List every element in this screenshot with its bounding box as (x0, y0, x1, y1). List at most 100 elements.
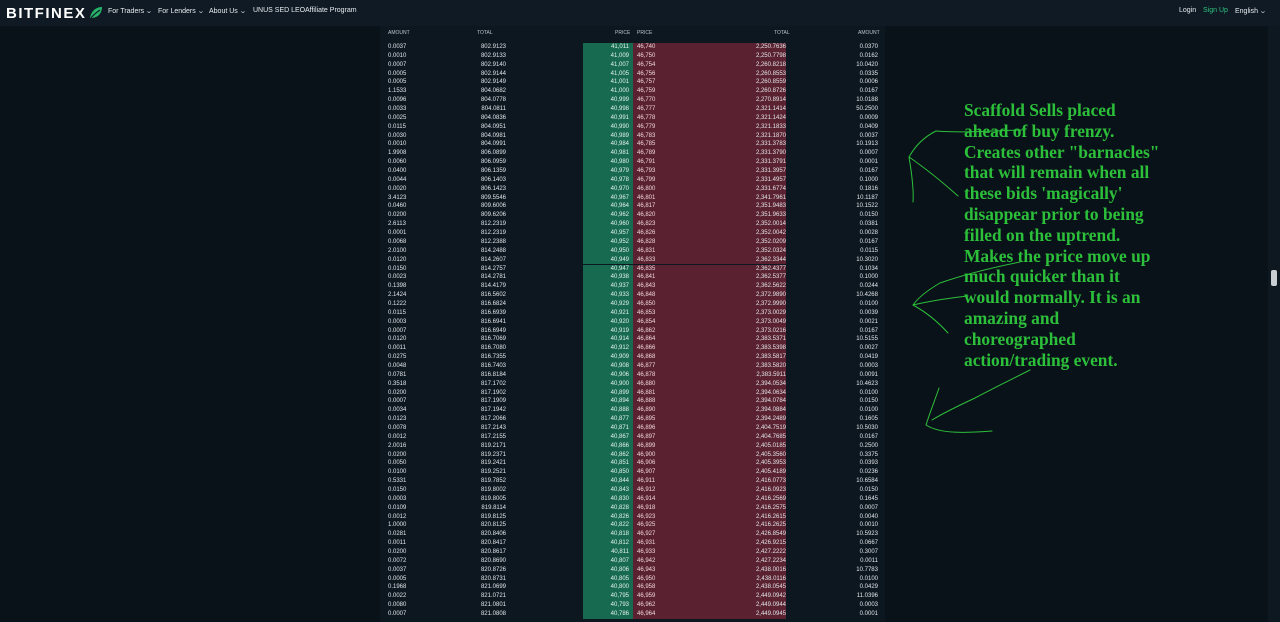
nav-for-lenders[interactable]: For Lenders ⌄ (158, 7, 205, 16)
order-book-row[interactable]: 0.0001 812.2319 40,957 46,826 2,352.0042 0.00… (380, 229, 885, 238)
order-book-row[interactable]: 2.1424 816.5602 40,933 46,848 2,372.9890 10.4… (380, 291, 885, 300)
order-book-row[interactable]: 0.0022 821.0721 40,795 46,959 2,449.0942 11.0… (380, 592, 885, 602)
order-book-row[interactable]: 0.0068 812.2388 40,952 46,828 2,352.0209 0.01… (380, 237, 885, 247)
order-book-row[interactable]: 3.4123 809.5546 40,967 46,801 2,341.7961 10.1… (380, 193, 885, 203)
ask-price-cell: 46,750 (637, 52, 656, 59)
ask-amount-cell: 0.0167 (859, 327, 878, 334)
ask-depth-bar (633, 69, 786, 79)
bid-depth-bar (583, 273, 633, 283)
nav-affiliate-program[interactable]: Affiliate Program (305, 7, 357, 14)
order-book-row[interactable]: 0.0048 816.7403 40,908 46,877 2,383.5820 0.00… (380, 361, 885, 371)
order-book-row[interactable]: 2.6113 812.2319 40,960 46,823 2,352.0014 0.03… (380, 220, 885, 230)
order-book-row[interactable]: 0.0120 816.7069 40,914 46,864 2,383.5371 10.5… (380, 335, 885, 345)
brand-logo[interactable]: BITFINEX (6, 4, 103, 22)
order-book-row[interactable]: 0.0011 816.7080 40,912 46,866 2,383.5398 0.00… (380, 344, 885, 354)
order-book-row[interactable]: 0.0003 819.8005 40,830 46,914 2,416.2569 0.16… (380, 494, 885, 504)
language-selector[interactable]: English ⌄ (1235, 7, 1267, 16)
order-book-row[interactable]: 0.0200 809.6206 40,962 46,820 2,351.9633 0.01… (380, 211, 885, 221)
page-scrollbar[interactable] (1268, 26, 1280, 622)
order-book-row[interactable]: 0.3518 817.1702 40,900 46,880 2,394.0534 10.4… (380, 379, 885, 389)
order-book-row[interactable]: 0.0033 804.0811 40,998 46,777 2,321.1414 50.2… (380, 105, 885, 114)
order-book-row[interactable]: 0.0037 820.8726 40,806 46,943 2,438.0016 10.7… (380, 565, 885, 575)
ask-amount-cell: 0.0335 (859, 70, 878, 77)
order-book-row[interactable]: 0.0120 814.2607 40,949 46,833 2,362.3344 10.3… (380, 255, 885, 265)
order-book-row[interactable]: 0.0096 804.0778 40,999 46,770 2,270.8914 10.0… (380, 96, 885, 106)
bid-total-header: TOTAL (477, 30, 493, 36)
order-book-row[interactable]: 0.1968 821.0699 40,800 46,958 2,438.0545 0.04… (380, 583, 885, 593)
ask-price-cell: 46,789 (637, 150, 656, 157)
bid-amount-cell: 1.1533 (388, 88, 407, 95)
bid-amount-cell: 0.0120 (388, 256, 407, 263)
order-book-row[interactable]: 0.0037 802.9123 41,011 46,740 2,250.7636 0.03… (380, 43, 885, 52)
annotation-line: much quicker than it (964, 266, 1120, 287)
scrollbar-thumb[interactable] (1271, 270, 1277, 286)
order-book-row[interactable]: 0.0025 804.0836 40,991 46,778 2,321.1424 0.00… (380, 113, 885, 123)
bid-amount-cell: 0.0200 (388, 389, 407, 396)
order-book-row[interactable]: 0.0003 816.6941 40,920 46,854 2,373.0049 0.00… (380, 317, 885, 327)
ask-price-cell: 46,943 (637, 566, 656, 573)
nav-for-traders[interactable]: For Traders ⌄ (108, 7, 153, 16)
order-book-row[interactable]: 0.0080 821.0801 40,793 46,962 2,449.0944 0.00… (380, 601, 885, 611)
order-book-row[interactable]: 0.0275 816.7355 40,909 46,868 2,383.5817 0.04… (380, 353, 885, 362)
order-book-row[interactable]: 0.0007 817.1909 40,894 46,888 2,394.0784 0.01… (380, 397, 885, 407)
order-book-row[interactable]: 0.1398 814.4179 40,937 46,843 2,362.5622 0.02… (380, 282, 885, 292)
order-book-row[interactable]: 0.0011 820.8417 40,812 46,931 2,426.9215 0.06… (380, 539, 885, 549)
order-book-row[interactable]: 0.0010 804.0991 40,984 46,785 2,331.3783 10.1… (380, 140, 885, 150)
order-book-row[interactable]: 0.0460 809.6006 40,964 46,817 2,351.9483 10.1… (380, 202, 885, 212)
order-book-row[interactable]: 0.0023 814.2781 40,938 46,841 2,362.5377 0.10… (380, 273, 885, 283)
signup-link[interactable]: Sign Up (1203, 7, 1228, 14)
bid-depth-bar (583, 344, 633, 354)
ask-price-cell: 46,907 (637, 469, 656, 476)
bid-total-cell: 819.8125 (480, 513, 506, 520)
nav-unus-sed-leo[interactable]: UNUS SED LEO (253, 7, 305, 14)
order-book-row[interactable]: 0.0044 806.1403 40,978 46,799 2,331.4957 0.10… (380, 175, 885, 185)
bid-depth-bar (583, 565, 633, 575)
order-book-row[interactable]: 0.0034 817.1942 40,888 46,890 2,394.0884 0.01… (380, 406, 885, 416)
order-book-row[interactable]: 0.0100 819.2521 40,850 46,907 2,405.4189 0.02… (380, 468, 885, 478)
order-book-row[interactable]: 0.0005 802.9144 41,005 46,756 2,260.8553 0.03… (380, 69, 885, 79)
order-book-row[interactable]: 0.0005 820.8731 40,805 46,950 2,438.0116 0.01… (380, 574, 885, 584)
order-book-row[interactable]: 0.0400 806.1359 40,979 46,793 2,331.3957 0.01… (380, 167, 885, 176)
order-book-row[interactable]: 0.0010 802.9133 41,009 46,750 2,250.7798 0.01… (380, 51, 885, 61)
order-book-row[interactable]: 0.0281 820.8406 40,818 46,927 2,426.8549 10.5… (380, 530, 885, 540)
bid-total-cell: 816.6824 (480, 300, 506, 307)
order-book-row[interactable]: 0.0781 816.8184 40,906 46,878 2,383.5911 0.00… (380, 370, 885, 380)
order-book-row[interactable]: 0.0200 817.1902 40,899 46,881 2,394.0634 0.01… (380, 388, 885, 398)
order-book-row[interactable]: 0.0005 802.9149 41,001 46,757 2,260.8559 0.00… (380, 78, 885, 88)
order-book-row[interactable]: 0.0115 816.6939 40,921 46,853 2,373.0029 0.00… (380, 308, 885, 318)
order-book-row[interactable]: 0.0030 804.0981 40,989 46,783 2,321.1870 0.00… (380, 131, 885, 141)
order-book-row[interactable]: 0.0007 816.6949 40,919 46,862 2,373.0216 0.01… (380, 326, 885, 336)
login-link[interactable]: Login (1179, 7, 1197, 14)
order-book-row[interactable]: 0.0200 819.2371 40,862 46,900 2,405.3560 0.33… (380, 450, 885, 460)
bid-price-cell: 40,888 (610, 407, 629, 414)
bid-amount-cell: 0.0010 (388, 141, 407, 148)
order-book-row[interactable]: 0.0200 820.8617 40,811 46,933 2,427.2222 0.30… (380, 548, 885, 557)
order-book-row[interactable]: 0.0115 804.0951 40,990 46,779 2,321.1833 0.04… (380, 122, 885, 132)
bid-amount-cell: 0.0275 (388, 354, 407, 361)
order-book-row[interactable]: 0.0020 806.1423 40,970 46,800 2,331.6774 0.18… (380, 184, 885, 194)
order-book-row[interactable]: 0.0050 819.2421 40,851 46,906 2,405.3953 0.03… (380, 459, 885, 469)
ask-amount-cell: 0.0011 (860, 557, 878, 564)
order-book-row[interactable]: 0.0150 819.8002 40,843 46,912 2,416.0923 0.01… (380, 486, 885, 495)
order-book-row[interactable]: 0.0072 820.8690 40,807 46,942 2,427.2234 0.00… (380, 556, 885, 566)
order-book-row[interactable]: 1.9908 806.0899 40,981 46,789 2,331.3790 0.00… (380, 149, 885, 159)
order-book-row[interactable]: 0.0150 814.2757 40,947 46,835 2,362.4377 0.10… (380, 264, 885, 274)
order-book-row[interactable]: 0.0012 819.8125 40,826 46,923 2,416.2615 0.00… (380, 512, 885, 522)
order-book-row[interactable]: 0.0007 802.9140 41,007 46,754 2,260.8218 10.0… (380, 60, 885, 70)
bid-amount-cell: 0.0100 (388, 469, 407, 476)
ask-depth-bar (633, 432, 786, 442)
order-book-row[interactable]: 2.0016 819.2171 40,866 46,899 2,405.0185 0.25… (380, 441, 885, 451)
order-book-row[interactable]: 0.0012 817.2155 40,867 46,897 2,404.7685 0.01… (380, 432, 885, 442)
order-book-row[interactable]: 0.5331 819.7852 40,844 46,911 2,416.0773 10.6… (380, 477, 885, 486)
order-book-row[interactable]: 0.0123 817.2066 40,877 46,895 2,394.2489 0.16… (380, 415, 885, 424)
order-book-row[interactable]: 0.1222 816.6824 40,929 46,850 2,372.9990 0.01… (380, 299, 885, 309)
order-book-row[interactable]: 1.0000 820.8125 40,822 46,925 2,416.2625 0.00… (380, 521, 885, 531)
order-book-row[interactable]: 0.0078 817.2143 40,871 46,896 2,404.7519 10.5… (380, 423, 885, 433)
order-book-row[interactable]: 0.0060 806.0959 40,980 46,791 2,331.3791 0.00… (380, 158, 885, 168)
order-book-row[interactable]: 0.0007 821.0808 40,786 46,964 2,449.0945 0.00… (380, 610, 885, 619)
order-book-row[interactable]: 2.0100 814.2488 40,950 46,831 2,352.0324 0.01… (380, 246, 885, 256)
order-book-row[interactable]: 1.1533 804.0682 41,000 46,759 2,260.8726 0.01… (380, 87, 885, 97)
nav-label: For Traders (108, 7, 145, 15)
order-book-row[interactable]: 0.0109 819.8114 40,828 46,918 2,416.2575 0.00… (380, 503, 885, 513)
nav-about-us[interactable]: About Us ⌄ (209, 7, 247, 16)
